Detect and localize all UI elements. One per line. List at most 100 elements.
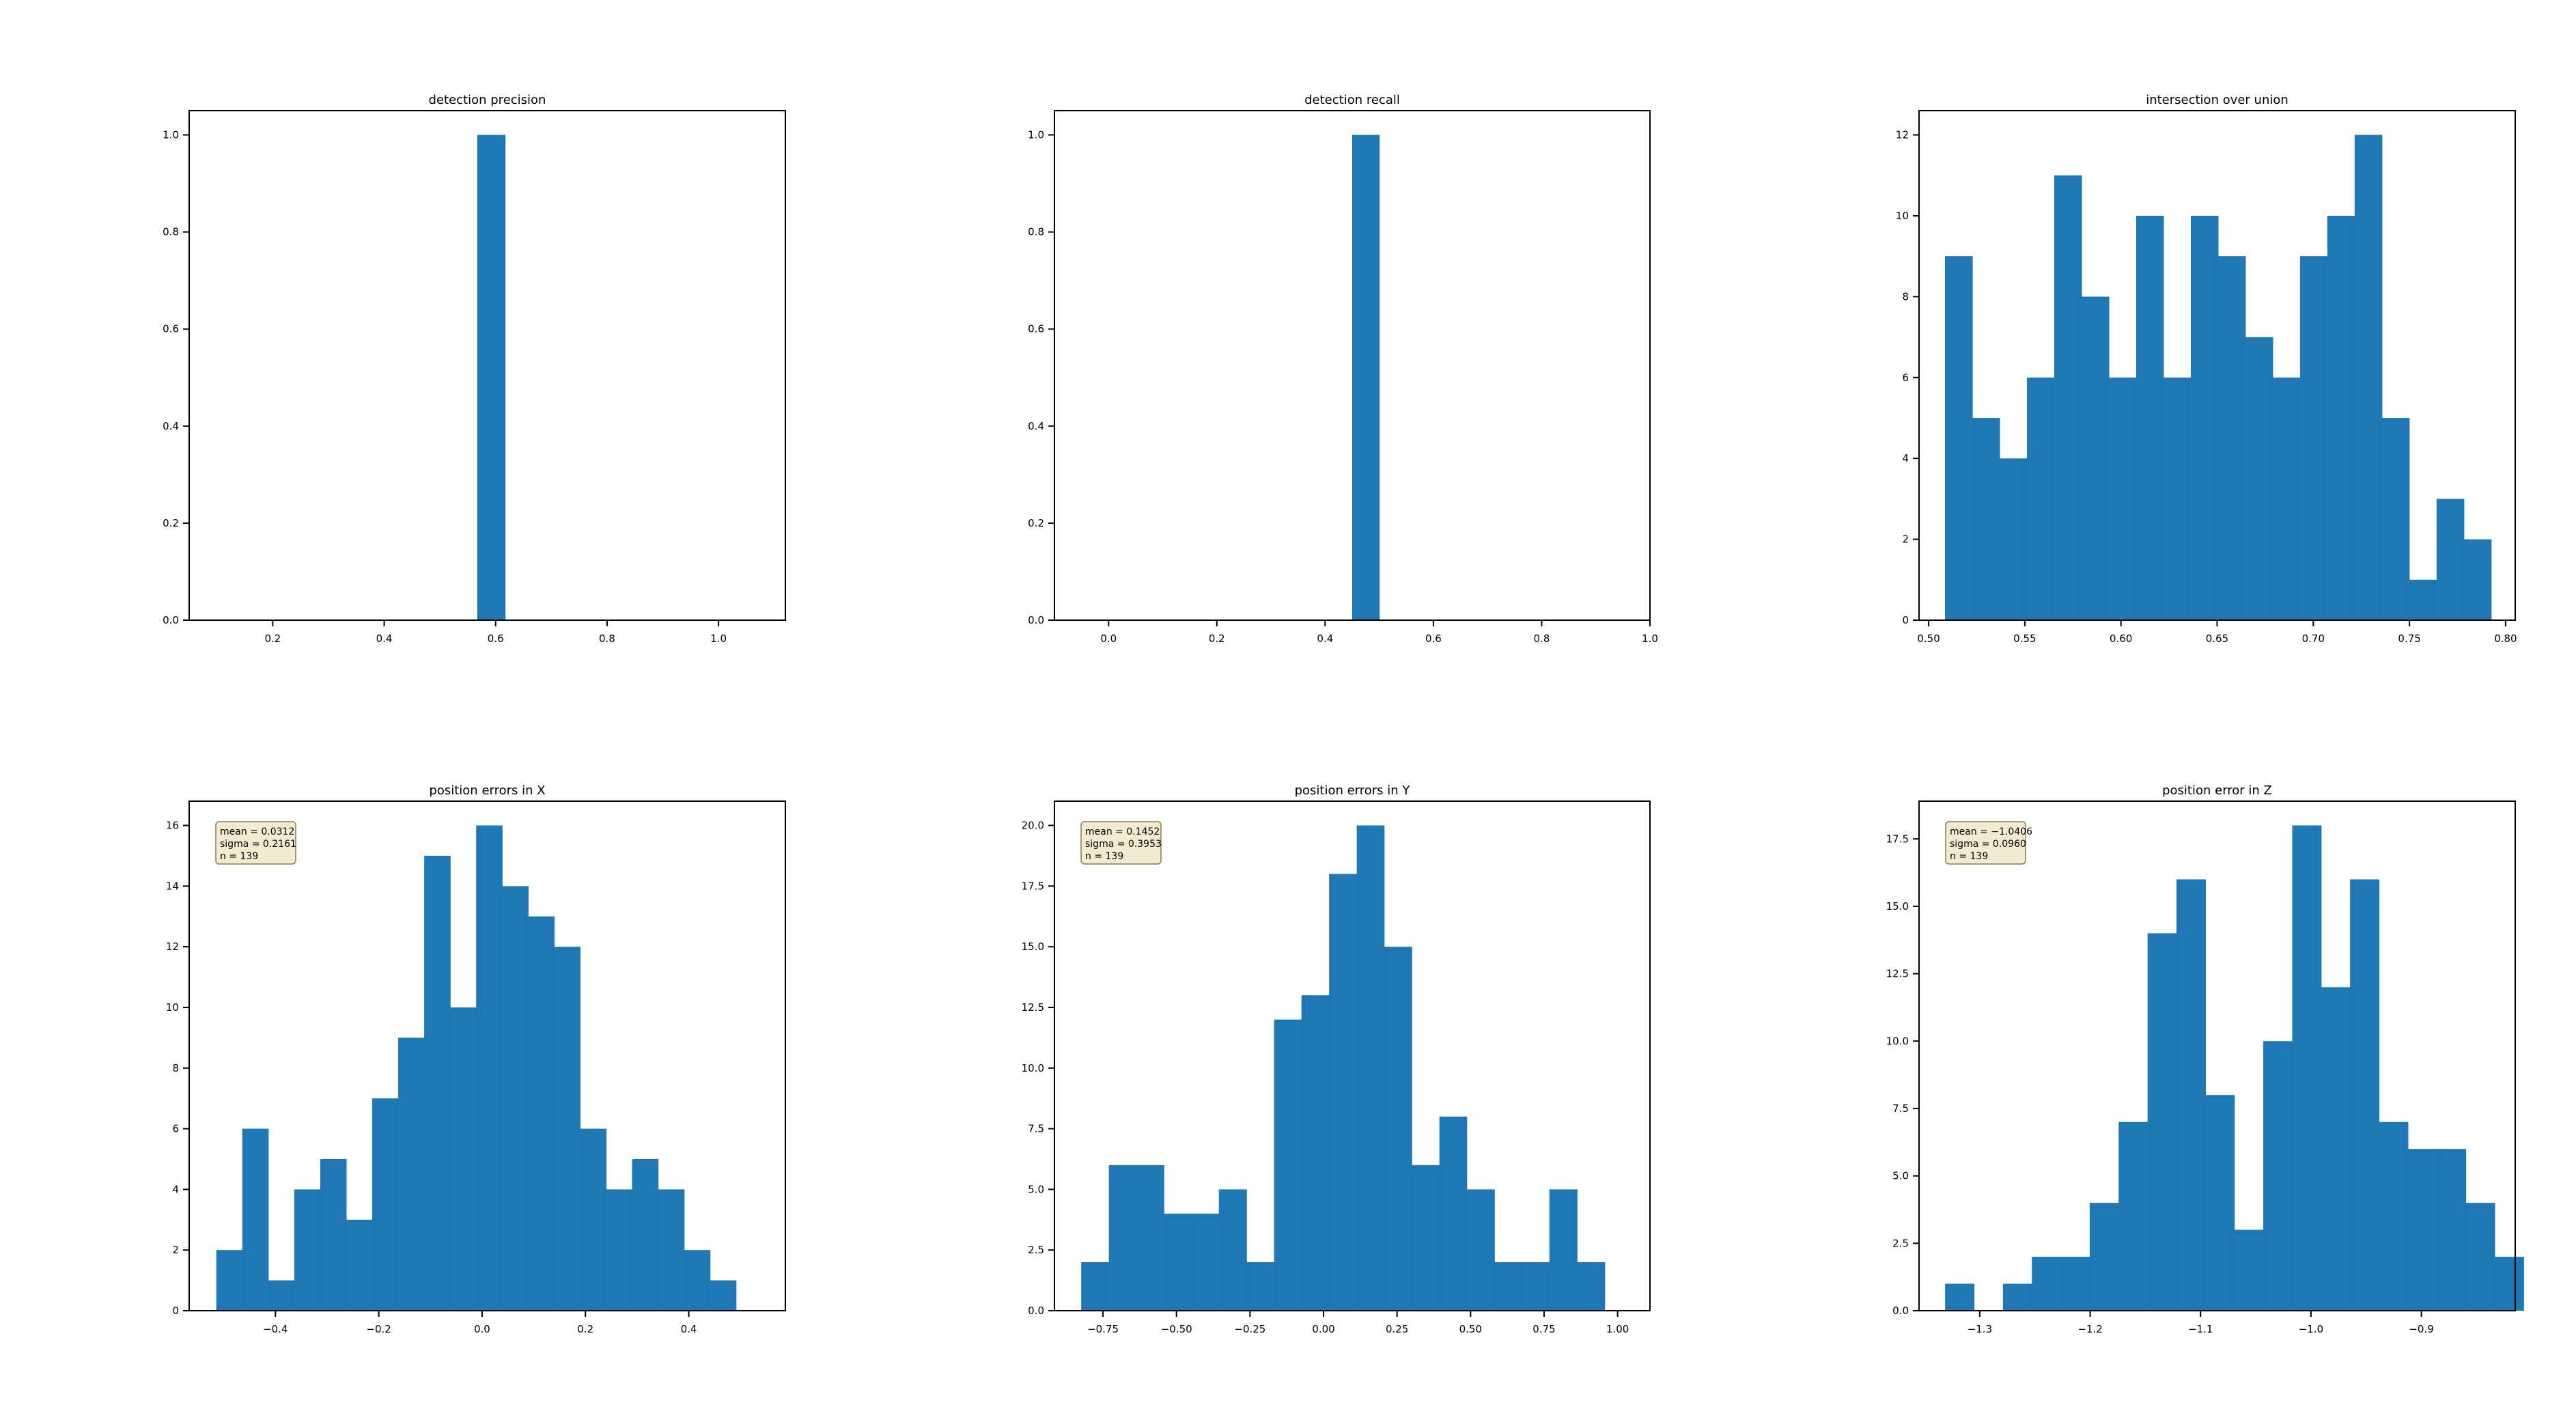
histogram-bar: [1081, 1262, 1110, 1311]
histogram-bar: [268, 1280, 295, 1311]
stats-box: [215, 821, 296, 865]
x-tick-label: 0.0: [1100, 632, 1117, 645]
y-tick-label: 0: [1902, 614, 1909, 626]
y-tick-label: 4: [172, 1183, 179, 1195]
histogram-bar: [2381, 417, 2410, 620]
y-tick-label: 10.0: [1022, 1062, 1044, 1074]
y-tick-label: 1.0: [1028, 129, 1044, 141]
stats-line: mean = 0.1452: [1085, 826, 1160, 837]
histogram-bar: [2272, 377, 2301, 620]
y-tick-label: 1.0: [163, 129, 179, 141]
x-tick-label: 0.75: [2398, 632, 2420, 645]
histogram-bar: [710, 1280, 737, 1311]
histogram-bar: [1191, 1213, 1220, 1311]
histogram-bar: [2002, 1283, 2032, 1311]
histogram-bar: [2108, 377, 2137, 620]
chart-title: intersection over union: [2146, 93, 2288, 107]
x-tick-label: 0.6: [488, 632, 504, 645]
x-tick-label: 0.4: [376, 632, 393, 645]
x-tick-label: 0.75: [1532, 1323, 1555, 1335]
histogram-bar: [346, 1219, 373, 1311]
histogram-bar: [2407, 1149, 2437, 1311]
y-tick-label: 16: [166, 820, 179, 832]
stats-line: sigma = 0.2161: [220, 839, 296, 850]
histogram-bar: [1218, 1189, 1247, 1311]
axes-frame: [188, 110, 786, 621]
histogram-bar: [2494, 1257, 2524, 1311]
y-tick-label: 12.5: [1022, 1001, 1044, 1014]
y-tick-label: 2: [1902, 533, 1909, 546]
x-tick-label: −1.0: [2299, 1323, 2323, 1335]
y-tick-label: 2: [172, 1244, 179, 1256]
x-tick-label: 0.50: [1459, 1323, 1482, 1335]
y-tick-label: 7.5: [1892, 1102, 1909, 1115]
histogram-bar: [2245, 337, 2273, 620]
histogram-bar: [2350, 879, 2380, 1311]
histogram-bar: [2147, 933, 2177, 1311]
histogram-bar: [372, 1098, 399, 1311]
histogram-bar: [242, 1128, 269, 1311]
x-tick-label: −0.75: [1087, 1323, 1119, 1335]
x-tick-label: 0.60: [2110, 632, 2132, 645]
histogram-bar: [2234, 1229, 2264, 1311]
x-tick-label: −0.9: [2409, 1323, 2433, 1335]
chart-panel-5: −0.75 −0.50 −0.25 0.00 0.25 0.50 0.75 1.00 0.0 2.…: [1022, 783, 1651, 1335]
histogram-bar: [1108, 1165, 1137, 1311]
histogram-bar: [1945, 1283, 1975, 1311]
x-tick-label: −0.2: [366, 1323, 391, 1335]
chart-panel-4: −0.4 −0.2 0.0 0.2 0.4 0 2 4 6 8 10 12 14 16 position e…: [166, 783, 786, 1335]
x-tick-label: 0.2: [264, 632, 281, 645]
chart-panel-6: −1.3 −1.2 −1.1 −1.0 −0.9 0.0 2.5 5.0 7.5 10.0 12.5…: [1886, 783, 2524, 1335]
y-tick-label: 5.0: [1028, 1183, 1044, 1195]
x-tick-label: 0.2: [1209, 632, 1225, 645]
histogram-bar: [424, 855, 451, 1311]
histogram-bar: [294, 1189, 321, 1311]
chart-panel-3: 0.50 0.55 0.60 0.65 0.70 0.75 0.80 0 2 4 6 8 10 12 int…: [1896, 93, 2517, 645]
y-tick-label: 12.5: [1886, 968, 1909, 980]
histogram-bar: [2217, 256, 2246, 620]
x-tick-label: −1.1: [2188, 1323, 2213, 1335]
histogram-bar: [502, 886, 529, 1311]
y-tick-label: 6: [172, 1123, 179, 1135]
y-tick-label: 0.0: [1892, 1305, 1909, 1317]
histogram-bar: [528, 916, 555, 1311]
histogram-bar: [1329, 874, 1358, 1311]
chart-title: detection recall: [1304, 93, 1400, 107]
stats-line: n = 139: [1085, 851, 1123, 862]
histogram-bar: [2118, 1122, 2148, 1311]
stats-box: [1080, 821, 1162, 865]
x-tick-label: −1.2: [2077, 1323, 2102, 1335]
y-tick-label: 17.5: [1886, 833, 1909, 845]
x-tick-label: −1.3: [1968, 1323, 1992, 1335]
histogram-bar: [1164, 1213, 1192, 1311]
x-tick-label: 0.8: [599, 632, 615, 645]
stats-line: n = 139: [1950, 851, 1988, 862]
histogram-bar: [632, 1158, 659, 1311]
x-tick-label: 0.0: [474, 1323, 490, 1335]
chart-title: position error in Z: [2162, 783, 2272, 798]
histogram-bar: [1439, 1116, 1468, 1311]
x-tick-label: 1.00: [1606, 1323, 1629, 1335]
histogram-bar: [320, 1158, 347, 1311]
histogram-bar: [398, 1037, 425, 1311]
histogram-bar: [2136, 215, 2164, 620]
axes-frame: [188, 800, 786, 1311]
chart-title: detection precision: [429, 93, 546, 107]
y-tick-label: 0.0: [1028, 614, 1044, 626]
histogram-bar: [1577, 1262, 1606, 1311]
x-tick-label: 0.80: [2494, 632, 2517, 645]
histogram-bar: [606, 1189, 633, 1311]
y-tick-label: 17.5: [1022, 880, 1044, 892]
histogram-bar: [2437, 1149, 2467, 1311]
y-tick-label: 0.6: [1028, 323, 1044, 335]
x-tick-label: −0.4: [263, 1323, 288, 1335]
y-tick-label: 12: [166, 941, 179, 953]
x-tick-label: 0.4: [681, 1323, 697, 1335]
y-tick-label: 10: [1896, 210, 1909, 222]
histogram-bar: [2176, 879, 2206, 1311]
y-tick-label: 0.6: [163, 323, 179, 335]
histogram-bar: [1494, 1262, 1523, 1311]
histogram-bar: [477, 135, 506, 620]
y-tick-label: 15.0: [1886, 900, 1909, 913]
